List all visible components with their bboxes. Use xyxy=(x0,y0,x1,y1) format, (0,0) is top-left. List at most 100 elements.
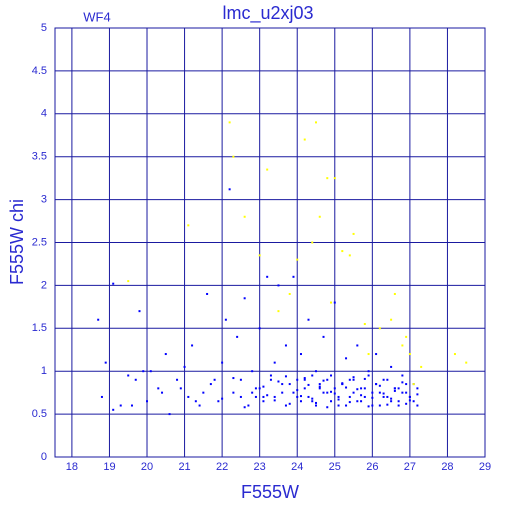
point xyxy=(266,168,269,171)
point xyxy=(390,397,393,400)
y-axis-label: F555W chi xyxy=(7,199,27,285)
point xyxy=(412,383,415,386)
point xyxy=(232,377,235,380)
point xyxy=(307,395,310,398)
point xyxy=(367,405,370,408)
point xyxy=(221,397,224,400)
point xyxy=(296,378,299,381)
point xyxy=(318,383,321,386)
y-tick-label: 2 xyxy=(41,279,47,291)
point xyxy=(288,402,291,405)
x-axis-label: F555W xyxy=(241,482,299,502)
y-tick-label: 1 xyxy=(41,365,47,377)
point xyxy=(345,404,348,407)
point xyxy=(224,318,227,321)
point xyxy=(277,380,280,383)
point xyxy=(345,386,348,389)
x-tick-label: 29 xyxy=(479,461,491,473)
point xyxy=(176,378,179,381)
y-tick-label: 5 xyxy=(41,22,47,34)
point xyxy=(292,275,295,278)
point xyxy=(322,379,325,382)
point xyxy=(393,387,396,390)
point xyxy=(326,391,329,394)
point xyxy=(281,383,284,386)
point xyxy=(352,376,355,379)
point xyxy=(303,378,306,381)
x-tick-label: 23 xyxy=(254,461,266,473)
point xyxy=(397,387,400,390)
point xyxy=(206,292,209,295)
point xyxy=(288,292,291,295)
point xyxy=(311,374,314,377)
point xyxy=(382,395,385,398)
y-tick-label: 2.5 xyxy=(32,236,47,248)
point xyxy=(371,391,374,394)
point xyxy=(326,378,329,381)
point xyxy=(408,395,411,398)
y-tick-label: 3.5 xyxy=(32,151,47,163)
point xyxy=(97,318,100,321)
point xyxy=(243,406,246,409)
point xyxy=(405,335,408,338)
point xyxy=(262,385,265,388)
point xyxy=(194,400,197,403)
point xyxy=(378,327,381,330)
point xyxy=(142,370,145,373)
point xyxy=(258,254,261,257)
point xyxy=(405,383,408,386)
point xyxy=(269,378,272,381)
point xyxy=(303,377,306,380)
point xyxy=(386,403,389,406)
chart-title: lmc_u2xj03 xyxy=(222,3,313,24)
point xyxy=(164,353,167,356)
point xyxy=(258,327,261,330)
point xyxy=(378,404,381,407)
point xyxy=(307,318,310,321)
point xyxy=(363,395,366,398)
x-tick-label: 18 xyxy=(66,461,78,473)
point xyxy=(296,389,299,392)
y-tick-label: 1.5 xyxy=(32,322,47,334)
point xyxy=(217,400,220,403)
point xyxy=(130,404,133,407)
point xyxy=(100,395,103,398)
point xyxy=(337,398,340,401)
point xyxy=(228,188,231,191)
point xyxy=(465,361,468,364)
point xyxy=(262,395,265,398)
y-tick-label: 3 xyxy=(41,194,47,206)
point xyxy=(416,393,419,396)
point xyxy=(367,353,370,356)
point xyxy=(239,395,242,398)
point xyxy=(356,344,359,347)
point xyxy=(405,402,408,405)
point xyxy=(408,399,411,402)
point xyxy=(318,387,321,390)
point xyxy=(236,335,239,338)
point xyxy=(273,395,276,398)
point xyxy=(288,383,291,386)
point xyxy=(371,396,374,399)
point xyxy=(375,353,378,356)
point xyxy=(330,390,333,393)
point xyxy=(311,241,314,244)
point xyxy=(333,387,336,390)
point xyxy=(352,391,355,394)
point xyxy=(348,254,351,257)
point xyxy=(232,155,235,158)
point xyxy=(352,378,355,381)
x-tick-label: 20 xyxy=(141,461,153,473)
point xyxy=(363,387,366,390)
point xyxy=(213,378,216,381)
point xyxy=(161,391,164,394)
point xyxy=(112,408,115,411)
point xyxy=(375,383,378,386)
point xyxy=(277,284,280,287)
point xyxy=(266,275,269,278)
point xyxy=(315,121,318,124)
y-tick-label: 0 xyxy=(41,451,47,463)
point xyxy=(299,353,302,356)
point xyxy=(179,387,182,390)
